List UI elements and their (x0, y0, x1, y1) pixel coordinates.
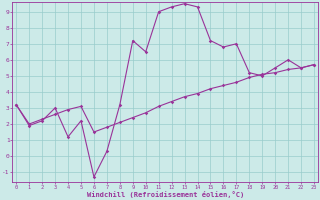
X-axis label: Windchill (Refroidissement éolien,°C): Windchill (Refroidissement éolien,°C) (86, 191, 244, 198)
